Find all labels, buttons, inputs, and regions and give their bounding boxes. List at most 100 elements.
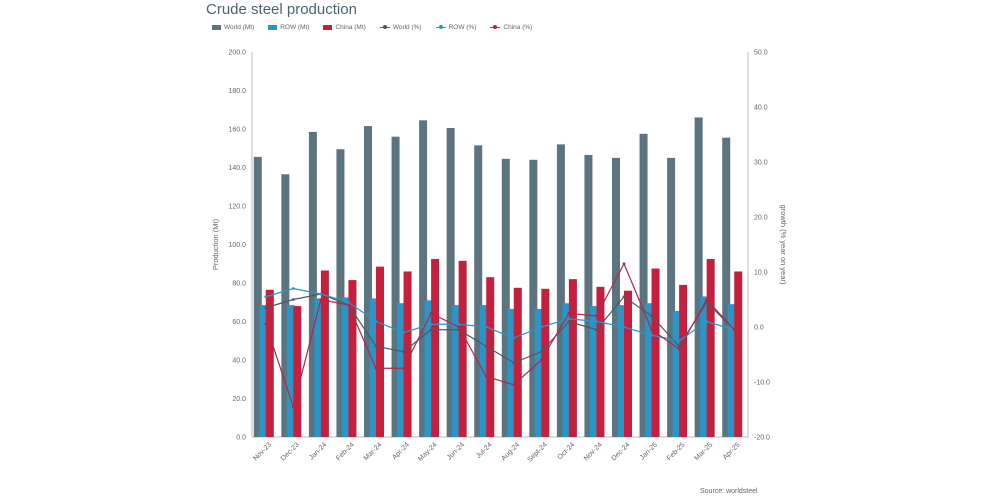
bar <box>541 288 550 437</box>
legend-item: China (Mt) <box>323 24 366 31</box>
y-right-tick-label: -20.0 <box>754 435 770 442</box>
bar <box>706 258 715 437</box>
bar <box>348 280 357 437</box>
line-point <box>567 320 571 323</box>
bar <box>403 271 412 437</box>
line-point <box>402 366 405 370</box>
line-point <box>705 298 709 301</box>
bar <box>612 157 620 437</box>
y-tick-label: 180.0 <box>228 88 246 95</box>
y-tick-label: 120.0 <box>228 204 246 211</box>
x-tick-label: Dec-24 <box>610 441 631 462</box>
y-right-tick-label: 10.0 <box>754 270 768 277</box>
bar <box>501 158 510 437</box>
line-point <box>484 325 488 329</box>
line-point <box>402 350 405 354</box>
line-point <box>264 322 268 326</box>
bar <box>458 260 467 437</box>
line-point <box>567 317 571 321</box>
line-point <box>539 350 543 354</box>
bar <box>596 286 605 437</box>
legend-swatch <box>435 25 446 29</box>
x-tick-label: Jan-24 <box>308 441 328 461</box>
line-point <box>595 328 598 332</box>
x-tick-label: Jun-24 <box>446 441 466 461</box>
bar <box>376 266 384 437</box>
x-tick-label: Mar-24 <box>363 441 384 462</box>
legend-item: World (%) <box>379 24 422 31</box>
bar <box>259 305 268 437</box>
bar <box>314 298 323 437</box>
legend-item: ROW (%) <box>435 24 477 31</box>
chart-title: Crude steel production <box>206 1 357 18</box>
x-tick-label: Jan-25 <box>639 441 659 461</box>
line-point <box>429 328 433 332</box>
line-point <box>374 366 378 370</box>
legend-item: ROW (Mt) <box>268 24 309 31</box>
bar <box>534 308 543 437</box>
line-point <box>374 344 378 348</box>
bar <box>700 296 709 437</box>
x-tick-label: Jul-24 <box>475 441 494 460</box>
line-point <box>595 314 598 318</box>
x-tick-label: Apr-24 <box>391 441 411 461</box>
line-point <box>622 325 626 329</box>
bar <box>286 305 295 437</box>
line-point <box>650 314 653 318</box>
x-tick-label: Sept-24 <box>526 441 548 463</box>
y-tick-label: 60.0 <box>232 319 246 326</box>
x-tick-label: Dec-23 <box>280 441 301 462</box>
y-right-tick-label: 20.0 <box>754 215 768 222</box>
series-china-line <box>264 262 736 409</box>
bar <box>624 290 632 437</box>
y-right-axis-title: growth (% year on year) <box>779 204 788 285</box>
line-point <box>732 328 736 332</box>
y-tick-label: 20.0 <box>232 396 246 403</box>
bar <box>672 310 681 437</box>
series-world-line <box>264 292 736 365</box>
y-tick-label: 140.0 <box>228 165 246 172</box>
line-point <box>484 375 488 378</box>
bar <box>556 144 565 437</box>
line-point <box>677 347 681 351</box>
y-right-tick-label: 0.0 <box>754 325 764 332</box>
series-rowmt-bars <box>259 296 736 437</box>
y-right-tick-label: -10.0 <box>754 380 770 387</box>
line-point <box>457 325 461 329</box>
bar <box>679 284 688 437</box>
line-point <box>650 328 653 332</box>
legend-label: ROW (%) <box>448 24 477 31</box>
bar <box>419 120 428 438</box>
bar <box>734 271 743 437</box>
bar <box>452 305 461 437</box>
series-line <box>265 287 735 342</box>
x-tick-label: Apr-25 <box>722 441 742 461</box>
line-point <box>291 287 295 290</box>
bar <box>562 303 571 437</box>
bar <box>336 149 345 437</box>
legend-label: ROW (Mt) <box>280 24 310 31</box>
line-point <box>319 298 323 301</box>
line-point <box>622 262 626 266</box>
line-point <box>374 320 378 323</box>
x-tick-label: Feb-25 <box>666 441 687 462</box>
y-tick-label: 160.0 <box>228 127 246 134</box>
bar <box>694 117 703 437</box>
line-point <box>264 306 268 310</box>
bar <box>722 137 731 437</box>
y-tick-label: 0.0 <box>236 435 246 442</box>
line-point <box>567 311 571 315</box>
legend-label: China (%) <box>503 24 533 31</box>
legend-swatch <box>323 25 333 30</box>
legend-swatch <box>268 25 278 30</box>
series-line <box>265 262 735 409</box>
legend-swatch <box>212 25 221 30</box>
y-right-tick-label: 40.0 <box>754 105 768 112</box>
bar <box>617 305 626 437</box>
bar <box>308 131 317 437</box>
bar <box>645 303 654 437</box>
y-tick-label: 40.0 <box>232 358 246 365</box>
y-tick-label: 200.0 <box>228 50 246 57</box>
bar <box>369 298 378 437</box>
bar <box>474 145 483 438</box>
